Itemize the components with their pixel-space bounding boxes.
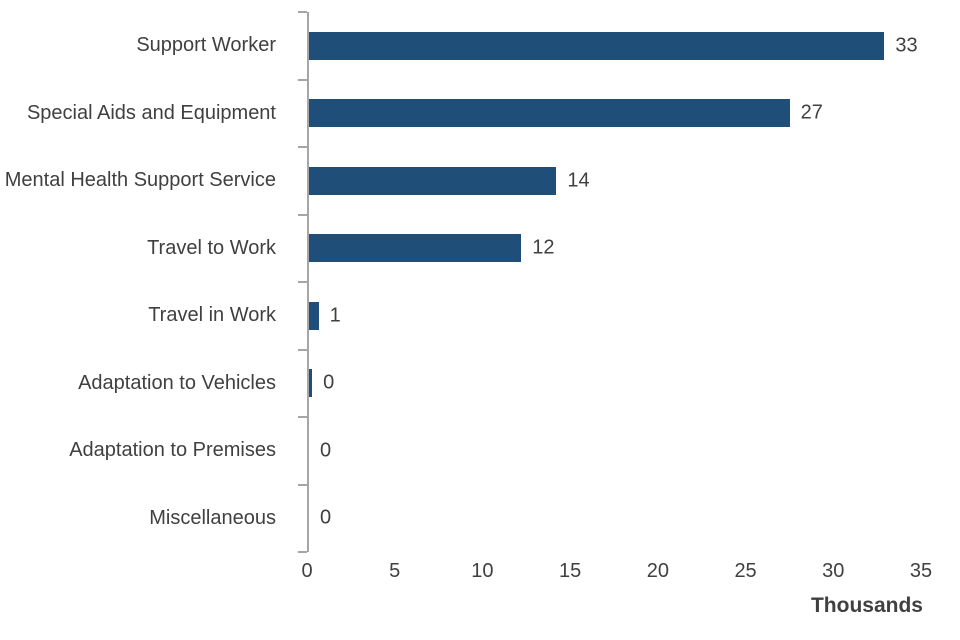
category-label: Adaptation to Vehicles [78,371,276,394]
bar-value-label: 1 [329,304,341,327]
bar-value-label: 33 [895,34,918,57]
x-tick-label: 20 [646,560,669,582]
y-axis-tick [298,146,307,148]
x-tick-label: 35 [909,560,933,582]
bar-row: 27 [309,80,923,148]
y-axis-tick [298,483,307,486]
bar [309,369,313,398]
x-tick-label: 0 [301,560,313,582]
category-label: Miscellaneous [149,506,276,529]
y-axis-tick [298,348,307,351]
x-axis-title: Thousands [810,594,923,617]
y-axis-tick [298,551,307,553]
x-tick-label: 30 [822,560,845,582]
category-label: Mental Health Support Service [4,169,276,192]
bar-row: 0 [309,350,923,418]
bar-value-label: 14 [567,169,590,192]
x-tick-label: 5 [389,560,401,582]
category-labels: Support Worker Special Aids and Equipment… [0,12,292,552]
bar-value-label: 27 [800,101,823,124]
bar-value-label: 0 [320,506,332,529]
y-axis-tick [298,11,307,13]
category-label: Adaptation to Premises [69,439,276,462]
y-axis-tick [298,281,307,283]
bar [309,301,319,330]
category-label: Special Aids and Equipment [26,101,276,124]
bar-row: 12 [309,215,923,283]
y-axis-tick [298,416,307,418]
bar-row: 0 [309,417,923,485]
x-axis-labels: 0 5 10 15 20 25 30 35 [301,560,932,586]
bar-row: 14 [309,147,923,215]
category-label: Travel to Work [147,236,276,259]
bar-row: 33 [309,12,923,80]
x-tick-label: 15 [559,560,582,582]
bar-rows: 33 27 14 12 1 0 0 0 [309,12,923,552]
bar [309,166,557,195]
x-tick-label: 10 [471,560,494,582]
x-tick-label: 25 [734,560,757,582]
bar [309,234,522,263]
y-axis-tick [298,78,307,81]
plot-area: 33 27 14 12 1 0 0 0 [298,11,923,553]
bar-value-label: 0 [320,439,332,462]
y-axis-tick [298,213,307,216]
category-label: Travel in Work [148,304,276,327]
bar-row: 1 [309,282,923,350]
bar [309,99,790,128]
bar-value-label: 0 [323,371,335,394]
bar-value-label: 12 [532,236,555,259]
bar-row: 0 [309,485,923,553]
bar [309,31,885,60]
category-label: Support Worker [136,34,276,57]
